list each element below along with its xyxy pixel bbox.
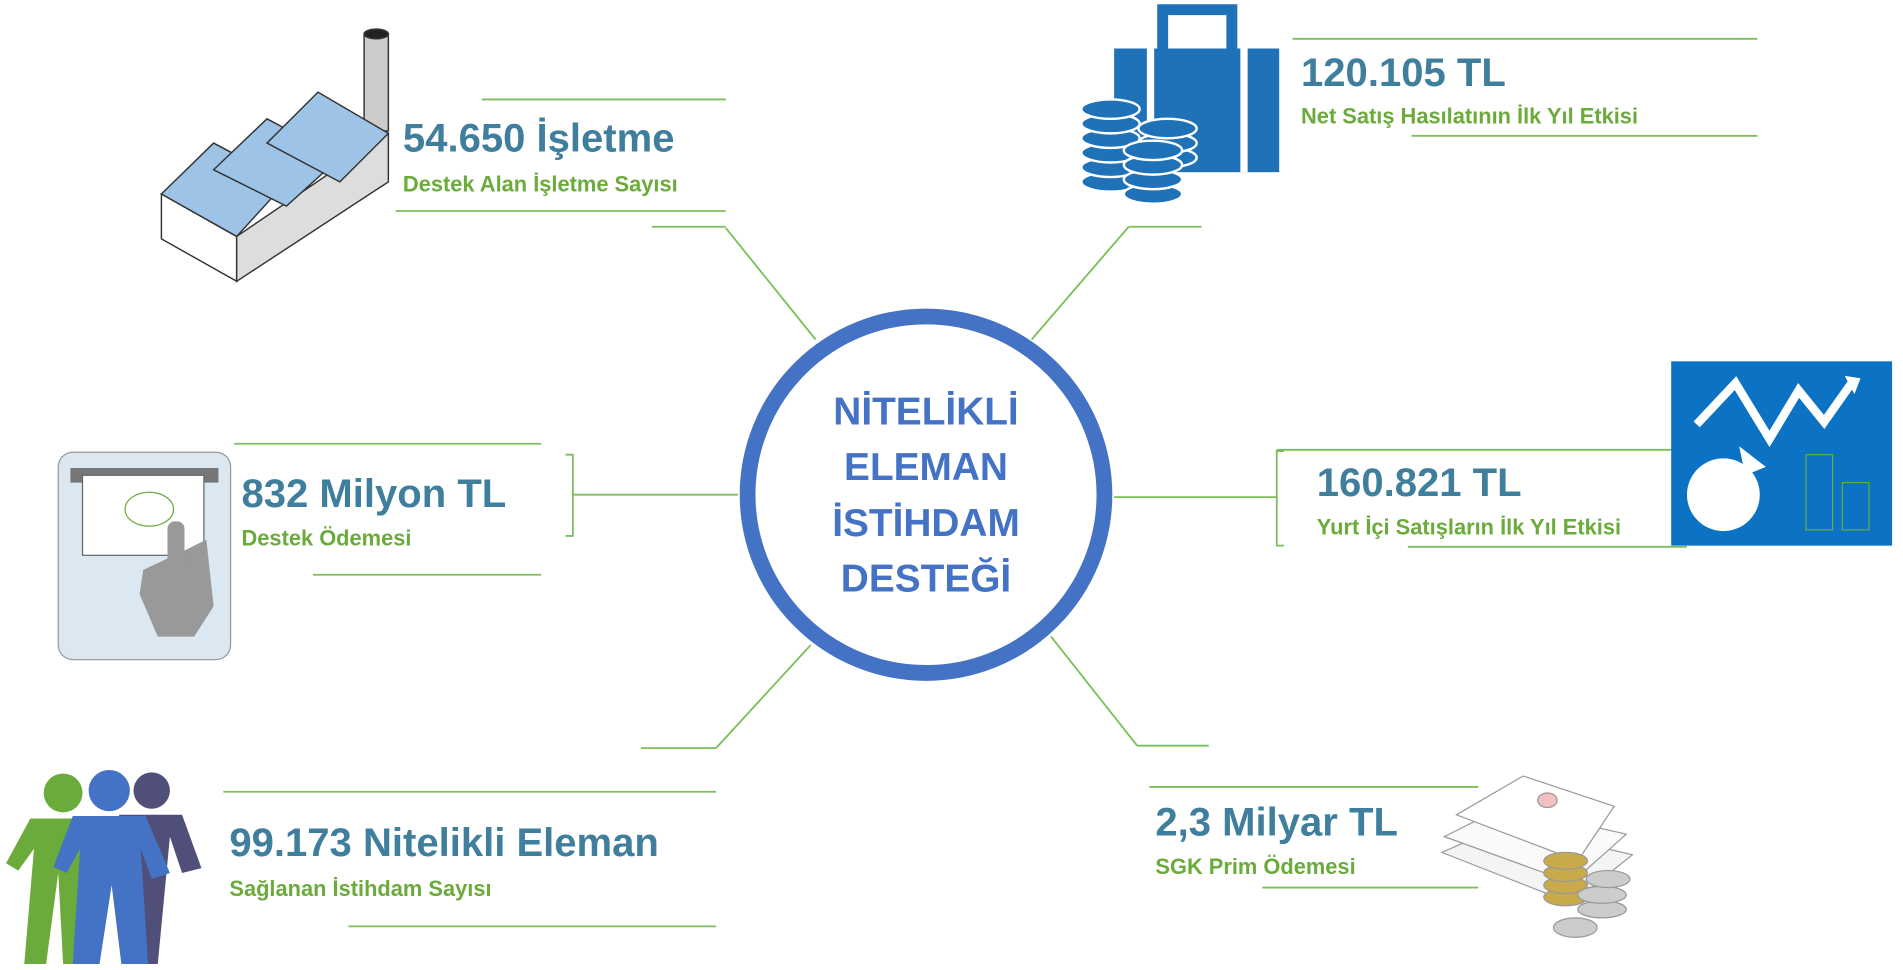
node-label: SGK Prim Ödemesi xyxy=(1155,854,1355,879)
chart-icon xyxy=(1671,361,1892,545)
node-label: Net Satış Hasılatının İlk Yıl Etkisi xyxy=(1301,104,1638,129)
people-icon xyxy=(6,770,201,964)
documents-icon xyxy=(1442,776,1633,937)
node-label: Sağlanan İstihdam Sayısı xyxy=(229,876,491,901)
node-label: Yurt İçi Satışların İlk Yıl Etkisi xyxy=(1317,515,1621,540)
factory-icon xyxy=(161,29,388,281)
infographic: NİTELİKLİ ELEMAN İSTİHDAM DESTEĞİ xyxy=(0,0,1903,970)
center-line: DESTEĞİ xyxy=(841,557,1011,601)
center-line: NİTELİKLİ xyxy=(833,390,1018,433)
node-value: 54.650 İşletme xyxy=(403,117,675,161)
node-value: 2,3 Milyar TL xyxy=(1155,800,1398,844)
briefcase-icon xyxy=(1081,10,1279,204)
node-value: 99.173 Nitelikli Eleman xyxy=(229,821,659,865)
node-label: Destek Alan İşletme Sayısı xyxy=(403,172,678,197)
center-circle xyxy=(748,316,1105,672)
atm-icon xyxy=(58,452,230,659)
node-label: Destek Ödemesi xyxy=(242,526,412,551)
node-value: 160.821 TL xyxy=(1317,461,1522,505)
node-value: 120.105 TL xyxy=(1301,51,1506,95)
center-line: İSTİHDAM xyxy=(832,502,1020,545)
node-value: 832 Milyon TL xyxy=(242,472,507,516)
center-line: ELEMAN xyxy=(844,446,1008,489)
